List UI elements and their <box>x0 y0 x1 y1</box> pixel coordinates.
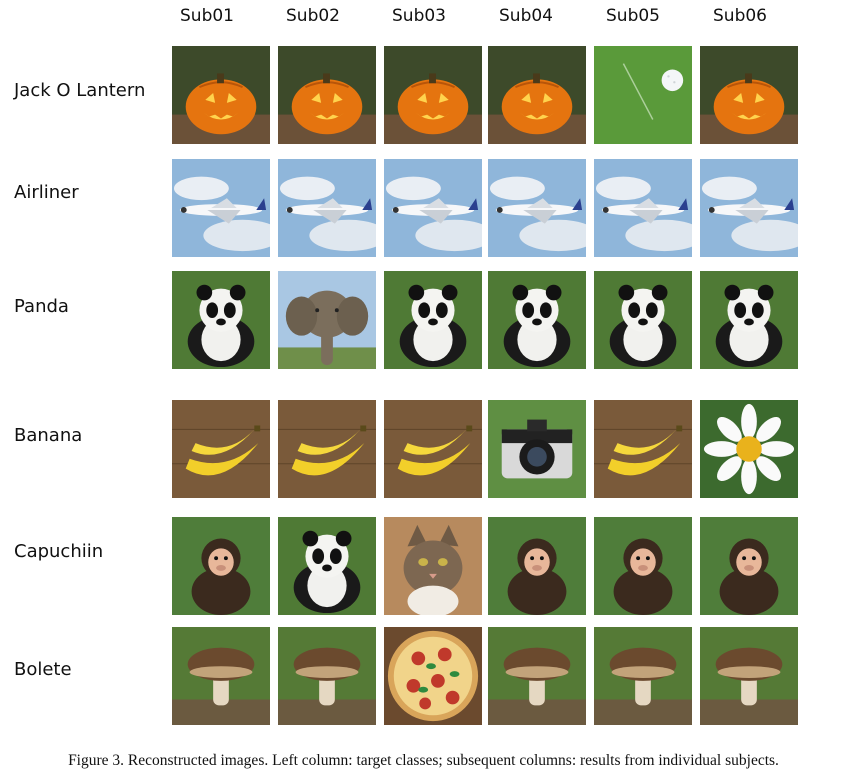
jack-o-lantern-image <box>488 46 586 144</box>
panda-image <box>594 271 692 369</box>
jack-o-lantern-image <box>278 46 376 144</box>
monkey-image <box>172 517 270 615</box>
elephant-image <box>278 271 376 369</box>
row-label-banana: Banana <box>14 425 83 446</box>
subject-label-5: Sub05 <box>606 6 660 26</box>
row-label-bolete: Bolete <box>14 659 72 680</box>
subject-label-1: Sub01 <box>180 6 234 26</box>
pizza-image <box>384 627 482 725</box>
airliner-image <box>172 159 270 257</box>
row-label-airliner: Airliner <box>14 182 79 203</box>
panda-image <box>278 517 376 615</box>
banana-image <box>594 400 692 498</box>
monkey-image <box>594 517 692 615</box>
mushroom-image <box>594 627 692 725</box>
banana-image <box>278 400 376 498</box>
airliner-image <box>700 159 798 257</box>
camera-image <box>488 400 586 498</box>
panda-image <box>384 271 482 369</box>
monkey-image <box>488 517 586 615</box>
figure-caption: Figure 3. Reconstructed images. Left col… <box>68 752 779 769</box>
cat-image <box>384 517 482 615</box>
row-label-capuchin: Capuchiin <box>14 541 104 562</box>
subject-label-6: Sub06 <box>713 6 767 26</box>
panda-image <box>700 271 798 369</box>
mushroom-image <box>488 627 586 725</box>
airliner-image <box>594 159 692 257</box>
airliner-image <box>488 159 586 257</box>
subject-label-3: Sub03 <box>392 6 446 26</box>
airliner-image <box>278 159 376 257</box>
jack-o-lantern-image <box>384 46 482 144</box>
jack-o-lantern-image <box>700 46 798 144</box>
row-label-panda: Panda <box>14 296 69 317</box>
jack-o-lantern-image <box>172 46 270 144</box>
banana-image <box>384 400 482 498</box>
banana-image <box>172 400 270 498</box>
mushroom-image <box>278 627 376 725</box>
daisy-image <box>700 400 798 498</box>
row-label-jack-o-lantern: Jack O Lantern <box>14 80 146 101</box>
mushroom-image <box>700 627 798 725</box>
golf-ball-image <box>594 46 692 144</box>
mushroom-image <box>172 627 270 725</box>
subject-label-4: Sub04 <box>499 6 553 26</box>
subject-label-2: Sub02 <box>286 6 340 26</box>
monkey-image <box>700 517 798 615</box>
panda-image <box>172 271 270 369</box>
panda-image <box>488 271 586 369</box>
airliner-image <box>384 159 482 257</box>
